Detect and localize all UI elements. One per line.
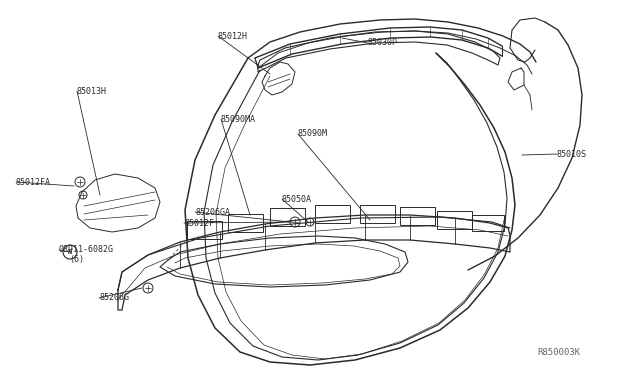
Text: 85013H: 85013H [77,87,107,96]
Text: 85012H: 85012H [218,32,248,41]
Text: 85206GA: 85206GA [195,208,230,217]
Bar [400,207,435,225]
Text: 85012FA: 85012FA [16,178,51,187]
Text: 85050A: 85050A [282,195,312,203]
Text: 08911-6082G: 08911-6082G [59,246,114,254]
Text: 85090MA: 85090MA [221,115,256,124]
Bar [360,205,395,223]
Text: N: N [68,249,72,255]
Text: 85206G: 85206G [99,293,129,302]
Text: R850003K: R850003K [538,348,580,357]
Bar [472,215,504,231]
Bar [437,211,472,229]
Text: 85012F: 85012F [184,219,214,228]
Text: (6): (6) [69,255,84,264]
Text: 85090M: 85090M [298,129,328,138]
Text: 85030P: 85030P [368,38,398,47]
Bar [315,205,350,223]
Bar [187,221,222,239]
Text: 85010S: 85010S [557,150,587,159]
Bar [270,208,305,226]
Bar [228,214,263,232]
